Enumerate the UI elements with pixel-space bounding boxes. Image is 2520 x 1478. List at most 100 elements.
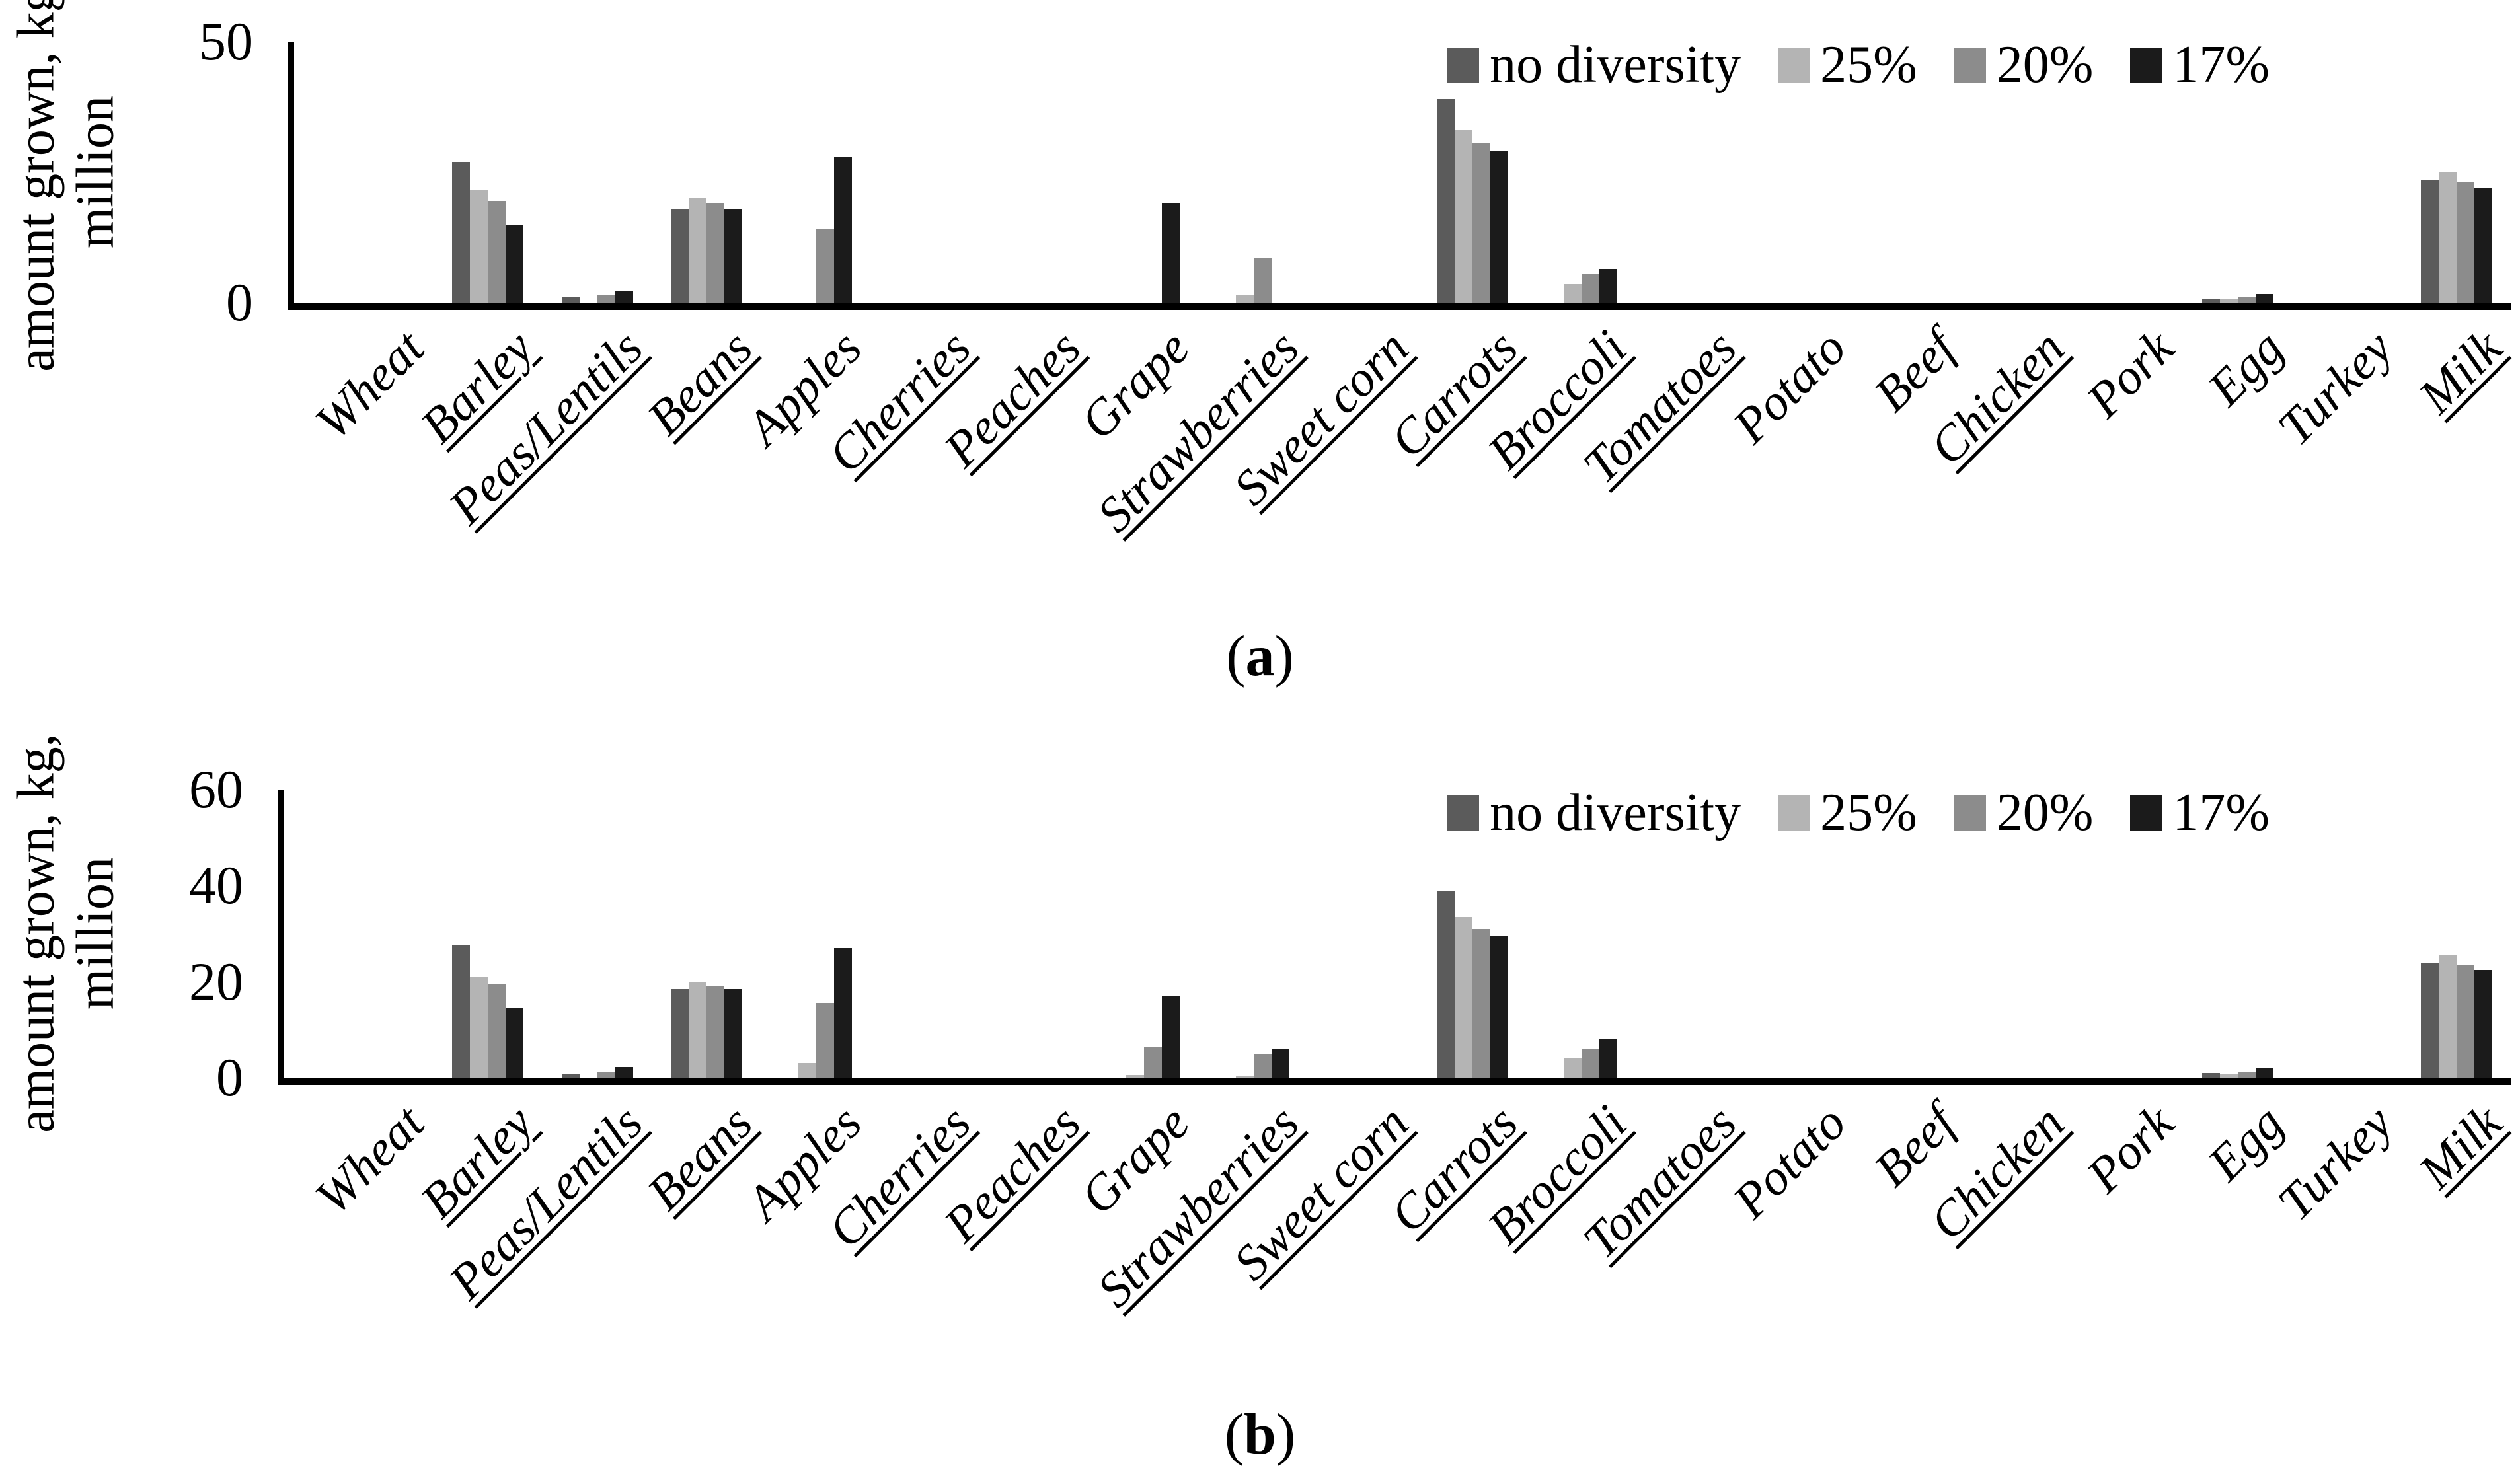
- bar-milk-25-: [2439, 955, 2457, 1078]
- y-axis-title-line1: amount grown, kg,: [7, 0, 65, 372]
- x-axis-label-wheat: Wheat: [304, 320, 435, 450]
- y-axis-title-line2: million: [66, 857, 124, 1010]
- bar-barley-17-: [506, 1008, 524, 1078]
- panel-caption-b: (b): [0, 1406, 2520, 1464]
- legend-swatch-icon: [1778, 47, 1810, 83]
- caption-letter: a: [1245, 624, 1275, 688]
- bar-milk-17-: [2474, 969, 2493, 1078]
- bar-beans-17-: [724, 988, 743, 1078]
- bar-grape-17-: [1162, 996, 1180, 1078]
- legend-item-17-: 17%: [2130, 783, 2270, 843]
- caption-close-paren: ): [1276, 1403, 1296, 1467]
- legend-item-no-diversity: no diversity: [1447, 783, 1741, 843]
- bar-barley-25-: [470, 977, 488, 1078]
- legend-item-25-: 25%: [1778, 783, 1917, 843]
- y-axis-title-a: amount grown, kg, million: [0, 0, 132, 372]
- legend-label: 20%: [1996, 784, 2094, 842]
- legend-label: 17%: [2172, 36, 2270, 94]
- bar-egg-no-diversity: [2202, 298, 2221, 303]
- bar-egg-no-diversity: [2202, 1072, 2221, 1078]
- caption-letter: b: [1244, 1403, 1276, 1467]
- bar-carrots-20-: [1472, 928, 1490, 1078]
- bar-barley-20-: [488, 200, 506, 303]
- bar-strawberries-20-: [1253, 1053, 1272, 1078]
- bar-peas-lentils-17-: [615, 1067, 633, 1078]
- bar-grape-17-: [1162, 203, 1180, 303]
- x-axis-label-pork: Pork: [2076, 1095, 2185, 1204]
- legend: no diversity 25% 20% 17%: [1447, 783, 2270, 843]
- bar-carrots-25-: [1454, 916, 1472, 1078]
- x-axis-label-potato: Potato: [1722, 1095, 1856, 1229]
- bar-egg-20-: [2238, 1072, 2256, 1078]
- bar-barley-25-: [470, 190, 488, 303]
- bar-beans-no-diversity: [671, 208, 689, 303]
- y-axis-tick-label: 60: [189, 759, 243, 819]
- legend-label: 17%: [2172, 784, 2270, 842]
- bar-milk-20-: [2457, 965, 2475, 1078]
- bar-beans-25-: [689, 198, 707, 303]
- bar-egg-17-: [2256, 293, 2274, 303]
- bar-broccoli-17-: [1599, 268, 1618, 303]
- bar-beans-17-: [724, 208, 743, 303]
- legend-label: 20%: [1996, 36, 2094, 94]
- x-axis-label-beans: Beans: [636, 1095, 763, 1221]
- legend: no diversity 25% 20% 17%: [1447, 35, 2270, 95]
- x-axis-label-egg: Egg: [2197, 1095, 2294, 1192]
- bar-carrots-no-diversity: [1436, 890, 1455, 1078]
- bar-carrots-17-: [1490, 936, 1508, 1078]
- bar-apples-20-: [816, 229, 834, 303]
- y-axis-tick-label: 0: [216, 1047, 243, 1107]
- bar-egg-17-: [2256, 1068, 2274, 1078]
- legend-label: no diversity: [1490, 784, 1741, 842]
- bar-strawberries-25-: [1235, 295, 1254, 303]
- bar-peas-lentils-no-diversity: [561, 1074, 580, 1078]
- bar-barley-no-diversity: [452, 161, 471, 303]
- bar-broccoli-20-: [1582, 274, 1600, 303]
- bar-milk-no-diversity: [2421, 180, 2439, 303]
- x-axis-label-egg: Egg: [2197, 320, 2294, 417]
- plot-area-a: 0 50 no diversity 25% 20% 17% Wheat Barley Peas/…: [199, 15, 2513, 543]
- bar-peas-lentils-20-: [597, 1072, 615, 1078]
- bar-egg-25-: [2220, 299, 2238, 303]
- bar-apples-17-: [833, 947, 852, 1078]
- legend-item-25-: 25%: [1778, 35, 1917, 95]
- panel-caption-a: (a): [0, 628, 2520, 686]
- bar-egg-25-: [2220, 1074, 2238, 1078]
- legend-item-17-: 17%: [2130, 35, 2270, 95]
- bar-peas-lentils-20-: [597, 295, 615, 303]
- y-axis-tick-label: 0: [226, 272, 253, 332]
- x-axis-label-milk: Milk: [2408, 1095, 2513, 1200]
- legend-swatch-icon: [1447, 795, 1480, 831]
- bar-milk-no-diversity: [2421, 962, 2439, 1078]
- x-axis-label-turkey: Turkey: [2267, 320, 2404, 456]
- bar-egg-20-: [2238, 297, 2256, 303]
- bar-beans-20-: [706, 203, 725, 303]
- bar-beans-20-: [706, 986, 725, 1078]
- bar-peas-lentils-17-: [615, 291, 633, 303]
- bar-carrots-17-: [1490, 151, 1508, 303]
- y-axis-tick-label: 40: [189, 855, 243, 916]
- legend-swatch-icon: [1778, 795, 1810, 831]
- bar-barley-20-: [488, 984, 506, 1078]
- y-axis-title-line1: amount grown, kg,: [7, 733, 65, 1134]
- bar-grape-20-: [1144, 1047, 1163, 1078]
- bar-grape-25-: [1126, 1075, 1145, 1078]
- bar-milk-20-: [2457, 182, 2475, 303]
- bar-beans-25-: [689, 981, 707, 1078]
- legend-item-20-: 20%: [1954, 783, 2094, 843]
- x-axis-label-milk: Milk: [2408, 320, 2513, 425]
- bar-broccoli-20-: [1582, 1049, 1600, 1078]
- bar-barley-17-: [506, 224, 524, 303]
- legend-swatch-icon: [1447, 47, 1480, 83]
- x-axis-label-potato: Potato: [1722, 320, 1856, 454]
- legend-item-no-diversity: no diversity: [1447, 35, 1741, 95]
- plot-area-b: 0 20 40 60 no diversity 25% 20% 17% Wheat Barley P…: [189, 762, 2513, 1318]
- caption-open-paren: (: [1224, 1403, 1244, 1467]
- bar-barley-no-diversity: [452, 945, 471, 1078]
- y-axis-tick-label: 20: [189, 951, 243, 1012]
- bar-broccoli-25-: [1564, 284, 1582, 303]
- legend-label: 25%: [1820, 36, 1917, 94]
- x-axis-label-beans: Beans: [636, 320, 763, 446]
- legend-label: 25%: [1820, 784, 1917, 842]
